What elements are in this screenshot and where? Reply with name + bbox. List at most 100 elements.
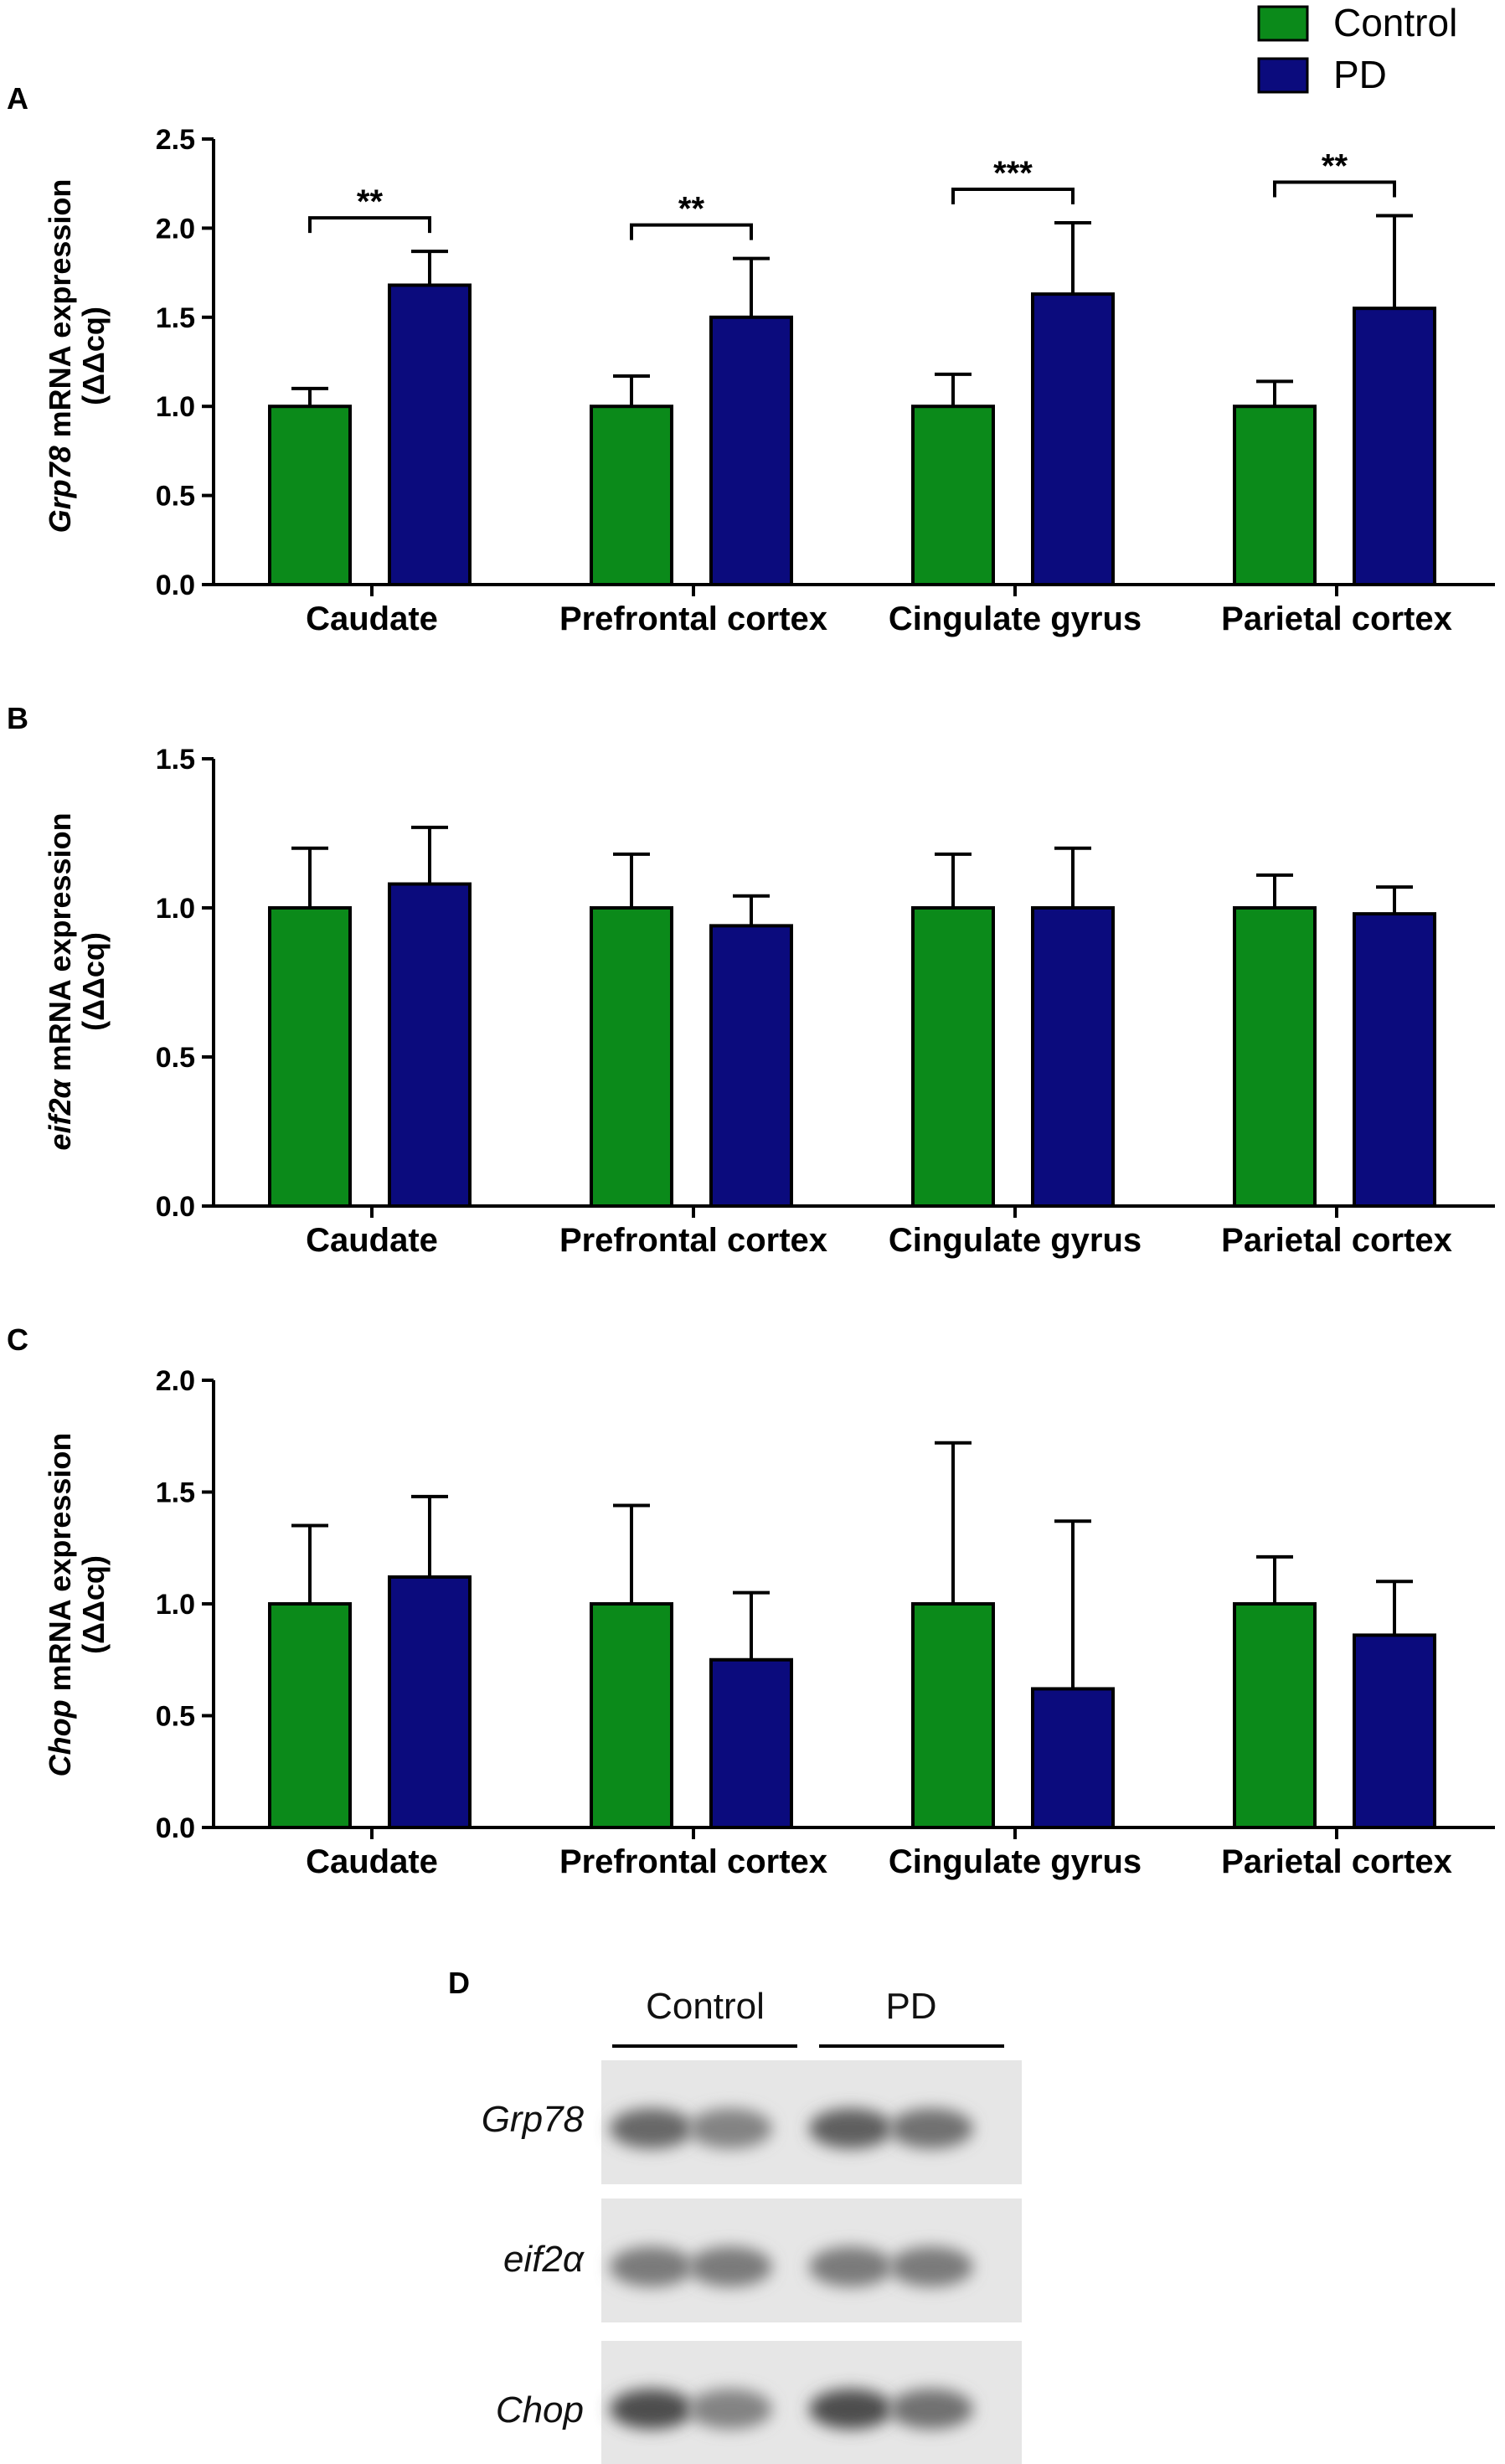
bar-pd: [709, 315, 793, 586]
bar-control: [268, 1602, 352, 1829]
significance-bracket: [1273, 180, 1396, 198]
bar-control: [590, 906, 673, 1208]
y-tick-label: 0.0: [156, 1812, 195, 1844]
y-tick-label: 0.5: [156, 1042, 195, 1074]
y-tick-label: 1.5: [156, 302, 195, 334]
bar-pd: [709, 924, 793, 1208]
y-tick-label: 1.0: [156, 1589, 195, 1621]
y-axis-label-text: mRNA expression: [43, 179, 77, 446]
y-tick-label: 0.5: [156, 1701, 195, 1733]
bar-control: [590, 405, 673, 587]
blot-band: [688, 2108, 772, 2149]
y-tick-label: 1.5: [156, 744, 195, 776]
y-tick-label: 1.0: [156, 893, 195, 925]
bar-control: [1233, 1602, 1317, 1829]
blot-band: [610, 2246, 693, 2287]
bar-control: [268, 906, 352, 1208]
x-tick-label: Parietal cortex: [1221, 601, 1452, 637]
y-tick-label: 0.5: [156, 481, 195, 513]
significance-label: **: [678, 191, 705, 228]
bar-pd: [1353, 1633, 1436, 1829]
y-tick-label: 2.0: [156, 1365, 195, 1397]
bar-control: [911, 405, 995, 587]
blot-band: [809, 2246, 893, 2287]
x-tick-label: Caudate: [306, 601, 438, 637]
bar-control: [1233, 405, 1317, 587]
panel-letter: C: [7, 1322, 28, 1357]
significance-label: ***: [993, 155, 1033, 192]
bar-pd: [388, 882, 472, 1209]
bar-pd: [1031, 292, 1115, 586]
significance-label: **: [1322, 148, 1348, 185]
x-tick-label: Prefrontal cortex: [559, 1843, 827, 1880]
y-axis-label-gene: Chop: [43, 1699, 77, 1776]
y-axis-label: Chop mRNA expression: [43, 1433, 77, 1777]
blot-band: [688, 2246, 772, 2287]
legend-label-pd: PD: [1333, 53, 1387, 96]
panel-a: A Grp78 mRNA expression (ΔΔcq) 0.0 0.5 1.0 1.5…: [7, 81, 1495, 637]
bar-pd: [388, 283, 472, 586]
blot-band: [889, 2389, 973, 2430]
panel-letter-d: D: [448, 1966, 470, 2000]
significance-label: **: [357, 183, 384, 220]
y-tick-label: 0.0: [156, 1191, 195, 1223]
y-axis-label-gene: eif2α: [43, 1079, 77, 1151]
panel-letter: B: [7, 701, 28, 735]
y-axis-label: Grp78 mRNA expression: [43, 179, 77, 534]
blot-band: [889, 2246, 973, 2287]
panel-d-gel: D Control PD Grp78 eif2α Chop: [448, 1966, 1022, 2464]
blot-label-grp78: Grp78: [482, 2099, 585, 2140]
bar-control: [268, 405, 352, 587]
x-tick-label: Cingulate gyrus: [889, 601, 1142, 637]
x-tick-label: Prefrontal cortex: [559, 1222, 827, 1259]
significance-bracket: [630, 223, 753, 240]
blot-band: [610, 2108, 693, 2149]
blot-band: [610, 2389, 693, 2430]
y-axis-label-gene: Grp78: [43, 446, 77, 533]
y-axis-unit: (ΔΔcq): [76, 932, 111, 1031]
blot-label-chop: Chop: [496, 2389, 584, 2430]
blot-group-pd: PD: [885, 1986, 936, 2027]
x-tick-label: Parietal cortex: [1221, 1843, 1452, 1880]
y-axis-label-text: mRNA expression: [43, 1433, 77, 1700]
bar-control: [590, 1602, 673, 1829]
bar-pd: [1031, 906, 1115, 1208]
bar-pd: [1353, 912, 1436, 1208]
panel-c: C Chop mRNA expression (ΔΔcq) 0.0 0.5 1.0 1.5 2…: [7, 1322, 1495, 1880]
y-axis-label: eif2α mRNA expression: [43, 812, 77, 1150]
blot-label-eif2a: eif2α: [503, 2239, 585, 2280]
significance-bracket: [308, 216, 431, 234]
blot-band: [809, 2108, 893, 2149]
bar-control: [911, 906, 995, 1208]
legend-swatch-pd: [1257, 57, 1309, 94]
y-axis-label-text: mRNA expression: [43, 812, 77, 1080]
bar-control: [911, 1602, 995, 1829]
y-axis-unit: (ΔΔcq): [76, 307, 111, 405]
legend-swatch-control: [1257, 5, 1309, 42]
bar-pd: [388, 1575, 472, 1829]
significance-bracket: [951, 188, 1075, 205]
y-tick-label: 2.5: [156, 124, 195, 156]
x-tick-label: Caudate: [306, 1222, 438, 1259]
bar-control: [1233, 906, 1317, 1208]
x-tick-label: Cingulate gyrus: [889, 1222, 1142, 1259]
x-tick-label: Caudate: [306, 1843, 438, 1880]
blot-band: [809, 2389, 893, 2430]
y-tick-label: 1.5: [156, 1477, 195, 1509]
panel-letter: A: [7, 81, 28, 116]
y-axis-unit: (ΔΔcq): [76, 1555, 111, 1654]
legend: Control PD: [1257, 1, 1457, 96]
bar-pd: [709, 1657, 793, 1829]
y-tick-label: 2.0: [156, 213, 195, 245]
x-tick-label: Prefrontal cortex: [559, 601, 827, 637]
bar-pd: [1353, 307, 1436, 586]
x-tick-label: Cingulate gyrus: [889, 1843, 1142, 1880]
y-tick-label: 0.0: [156, 570, 195, 601]
y-tick-label: 1.0: [156, 391, 195, 423]
blot-group-control: Control: [646, 1986, 765, 2027]
legend-label-control: Control: [1333, 1, 1457, 44]
bar-pd: [1031, 1687, 1115, 1829]
blot-band: [688, 2389, 772, 2430]
